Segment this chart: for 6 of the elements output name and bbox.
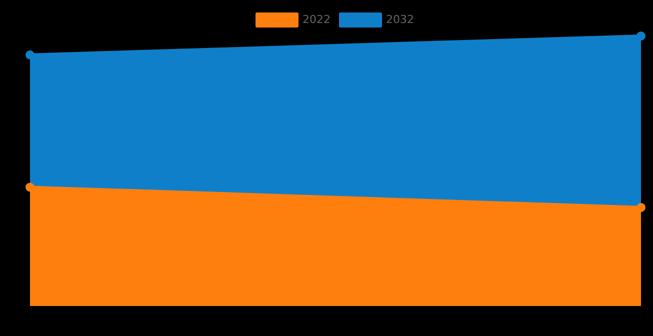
legend-label: 2032 — [386, 12, 414, 26]
legend-label: 2022 — [302, 12, 331, 26]
point — [26, 182, 34, 192]
point — [636, 202, 646, 212]
point — [636, 32, 646, 40]
point — [26, 50, 34, 60]
